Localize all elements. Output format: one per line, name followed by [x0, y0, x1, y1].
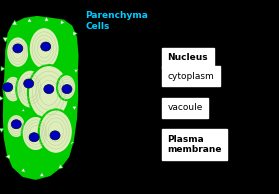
Ellipse shape [22, 116, 50, 151]
Ellipse shape [4, 76, 23, 102]
Polygon shape [4, 17, 78, 179]
Ellipse shape [62, 85, 72, 94]
Text: vacoule: vacoule [167, 103, 203, 112]
Ellipse shape [28, 65, 70, 120]
Ellipse shape [29, 27, 60, 70]
Ellipse shape [6, 36, 30, 68]
Ellipse shape [50, 131, 60, 140]
Ellipse shape [3, 83, 13, 92]
Ellipse shape [11, 120, 21, 129]
Text: cytoplasm: cytoplasm [167, 72, 214, 81]
Text: Parenchyma
Cells: Parenchyma Cells [85, 11, 148, 31]
Ellipse shape [44, 85, 54, 94]
Ellipse shape [16, 70, 44, 108]
Ellipse shape [13, 44, 23, 53]
Ellipse shape [57, 74, 76, 100]
Text: Nucleus: Nucleus [167, 53, 208, 62]
Ellipse shape [29, 133, 39, 142]
Ellipse shape [24, 79, 34, 88]
Ellipse shape [39, 109, 73, 154]
Ellipse shape [7, 114, 26, 138]
Ellipse shape [41, 42, 51, 51]
Text: Plasma
membrane: Plasma membrane [167, 135, 222, 154]
